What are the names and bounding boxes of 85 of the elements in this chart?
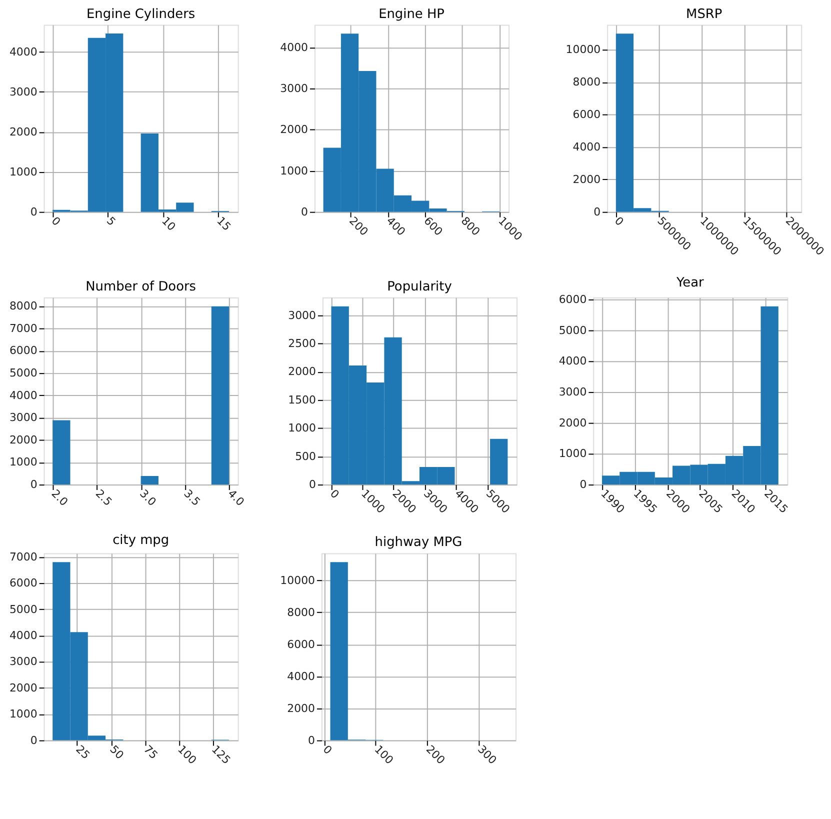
y-tick-label: 2000	[280, 123, 308, 136]
y-tick-label: 8000	[9, 300, 38, 313]
y-tick-label: 4000	[558, 354, 587, 368]
y-tick-label: 1000	[9, 708, 38, 721]
y-tick-label: 3000	[288, 308, 316, 322]
x-tick-label: 0	[612, 214, 626, 228]
chart-title: highway MPG	[374, 535, 462, 550]
x-tick-label: 600	[421, 214, 446, 238]
chart-title: Year	[676, 276, 705, 291]
x-tick-label: 3.5	[181, 487, 203, 509]
y-tick-label: 10000	[566, 43, 601, 56]
y-tick-label: 2000	[9, 681, 38, 694]
y-tick-label: 3000	[558, 386, 587, 399]
y-tick-label: 1000	[280, 164, 308, 178]
y-tick-label: 0	[30, 478, 38, 492]
y-tick-label: 6000	[572, 108, 601, 121]
x-tick-label: 75	[141, 742, 160, 762]
y-tick-label: 3000	[9, 655, 38, 668]
y-tick-label: 2000	[558, 416, 587, 430]
x-tick-label: 100	[372, 742, 396, 767]
y-tick-label: 4000	[9, 628, 38, 642]
y-tick-label: 7000	[9, 322, 38, 335]
x-tick-label: 4.0	[225, 487, 247, 509]
x-tick-label: 400	[384, 214, 408, 238]
y-tick-label: 0	[309, 478, 316, 492]
y-tick-label: 0	[580, 478, 587, 492]
y-tick-label: 0	[594, 205, 601, 218]
y-tick-label: 4000	[572, 140, 601, 154]
chart-title: Engine HP	[378, 6, 445, 22]
y-tick-label: 4000	[9, 45, 38, 58]
y-tick-label: 5000	[9, 602, 38, 616]
x-tick-label: 0	[48, 214, 64, 228]
x-tick-label: 25	[73, 742, 92, 762]
y-tick-label: 1000	[9, 165, 38, 178]
y-tick-label: 0	[301, 205, 308, 218]
x-tick-label: 125	[209, 742, 233, 767]
chart-title: Popularity	[387, 279, 452, 294]
x-tick-label: 200	[346, 214, 371, 238]
y-tick-label: 2000	[572, 172, 601, 186]
x-tick-label: 200	[424, 742, 448, 767]
y-tick-label: 1000	[9, 456, 38, 469]
x-tick-label: 10	[159, 214, 178, 234]
y-tick-label: 0	[30, 734, 38, 747]
y-tick-label: 2000	[287, 702, 316, 715]
y-tick-label: 5000	[9, 366, 38, 380]
y-tick-label: 10000	[280, 574, 316, 587]
y-tick-label: 6000	[9, 344, 38, 358]
y-tick-label: 6000	[558, 293, 587, 306]
y-tick-label: 4000	[287, 670, 316, 683]
x-tick-label: 300	[475, 742, 500, 767]
y-tick-label: 2000	[9, 125, 38, 138]
y-tick-label: 3000	[280, 82, 308, 96]
y-tick-label: 8000	[287, 606, 316, 619]
y-tick-label: 4000	[9, 388, 38, 402]
y-tick-label: 3000	[9, 85, 38, 98]
y-tick-label: 1000	[558, 447, 587, 460]
chart-title: city mpg	[112, 532, 170, 548]
y-tick-label: 500	[295, 450, 316, 463]
chart-title: Engine Cylinders	[86, 6, 196, 22]
y-tick-label: 2000	[288, 365, 316, 378]
y-tick-label: 0	[308, 734, 316, 747]
y-tick-label: 2000	[9, 433, 38, 446]
chart-title: Number of Doors	[86, 279, 196, 294]
y-tick-label: 4000	[280, 41, 308, 54]
y-tick-label: 6000	[9, 576, 38, 590]
x-tick-label: 2.0	[48, 487, 70, 509]
x-tick-label: 5	[104, 214, 118, 228]
x-tick-label: 15	[214, 214, 234, 234]
y-tick-label: 2500	[288, 337, 316, 350]
x-tick-label: 3.0	[137, 487, 159, 509]
x-tick-label: 2.5	[92, 487, 114, 509]
y-tick-label: 5000	[558, 324, 587, 337]
y-tick-label: 0	[30, 205, 38, 218]
y-tick-label: 3000	[9, 411, 38, 424]
y-tick-label: 7000	[9, 550, 38, 564]
x-tick-label: 0	[327, 487, 342, 502]
y-tick-label: 8000	[572, 75, 601, 88]
x-tick-label: 50	[107, 742, 126, 762]
x-tick-label: 100	[175, 742, 200, 767]
y-tick-label: 6000	[287, 638, 316, 651]
y-tick-label: 1000	[288, 422, 316, 435]
y-tick-label: 1500	[288, 393, 316, 406]
x-tick-label: 0	[320, 742, 334, 757]
chart-title: MSRP	[686, 6, 722, 22]
x-tick-label: 800	[458, 214, 482, 238]
